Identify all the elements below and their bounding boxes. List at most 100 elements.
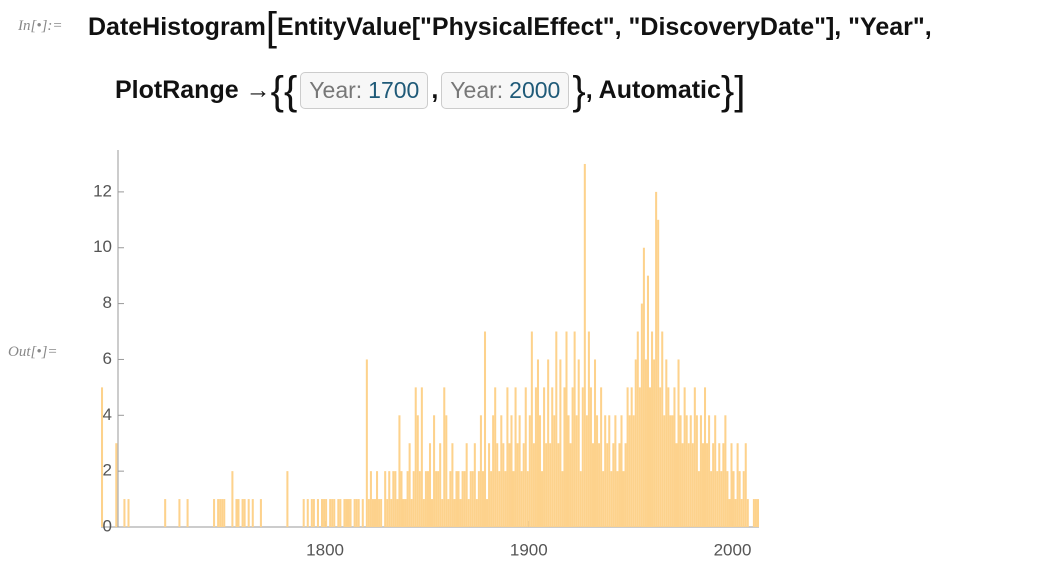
bar xyxy=(720,471,723,527)
bar xyxy=(673,387,676,527)
bar xyxy=(441,499,444,527)
bar xyxy=(486,499,489,527)
bar xyxy=(730,443,733,527)
bar xyxy=(286,471,289,527)
bar xyxy=(213,499,216,527)
bar xyxy=(371,499,374,527)
bar xyxy=(598,443,601,527)
bar xyxy=(724,415,727,527)
bar xyxy=(115,443,118,527)
bar xyxy=(347,499,350,527)
bar xyxy=(585,415,588,527)
bar xyxy=(483,331,487,527)
bar xyxy=(365,359,368,527)
bar xyxy=(646,275,649,527)
bar xyxy=(561,471,564,527)
bar xyxy=(451,443,454,527)
bar xyxy=(339,499,342,527)
bar xyxy=(573,331,576,527)
bar xyxy=(164,499,167,527)
bar xyxy=(455,471,458,527)
bar xyxy=(567,415,570,527)
bar xyxy=(394,471,397,527)
bar xyxy=(661,331,664,527)
bar xyxy=(524,387,527,527)
bar xyxy=(589,387,592,527)
bar xyxy=(437,471,440,527)
bar xyxy=(414,387,417,527)
bar xyxy=(412,471,415,527)
bar xyxy=(400,471,403,527)
bar xyxy=(408,443,411,527)
bar xyxy=(502,443,505,527)
bar xyxy=(514,387,517,527)
bar xyxy=(219,499,222,527)
bar xyxy=(235,499,238,527)
bar xyxy=(583,163,586,528)
bar xyxy=(496,443,499,527)
bar xyxy=(569,443,572,527)
bar xyxy=(422,499,425,527)
bar xyxy=(604,415,607,527)
bar xyxy=(349,499,352,527)
bar xyxy=(732,471,735,527)
bar xyxy=(677,359,680,527)
bar xyxy=(756,499,759,527)
bar xyxy=(500,415,503,527)
code-token: , Automatic xyxy=(585,76,721,104)
bar xyxy=(522,443,525,527)
bracket: ] xyxy=(734,68,746,113)
bar xyxy=(373,499,377,527)
bar xyxy=(734,499,737,527)
bar xyxy=(418,471,421,527)
bar xyxy=(398,415,401,527)
bar xyxy=(691,443,694,527)
bar xyxy=(532,443,535,527)
bar xyxy=(420,387,423,527)
bar xyxy=(439,443,442,527)
bar xyxy=(406,471,409,527)
quantity-chip[interactable]: Year: 1700 xyxy=(300,72,429,109)
bar xyxy=(410,499,413,527)
bar xyxy=(738,471,741,527)
code-token: DateHistogram xyxy=(88,12,266,41)
bar xyxy=(516,443,519,527)
bar xyxy=(217,499,220,527)
bar xyxy=(494,387,497,527)
bar xyxy=(716,471,719,527)
bar xyxy=(671,415,674,527)
bar xyxy=(695,415,698,527)
bar xyxy=(386,499,389,527)
bar xyxy=(740,499,743,527)
bar xyxy=(443,387,446,527)
bar xyxy=(518,415,521,527)
bar xyxy=(648,387,652,527)
bar xyxy=(528,415,531,527)
bar xyxy=(186,499,189,527)
chip-value: 1700 xyxy=(368,77,420,103)
bar xyxy=(369,471,372,527)
bar xyxy=(325,499,328,527)
bar xyxy=(703,387,707,527)
quantity-chip[interactable]: Year: 2000 xyxy=(441,72,570,109)
bar xyxy=(512,471,515,527)
bar xyxy=(591,443,594,527)
y-tick-label: 4 xyxy=(103,405,112,424)
bar xyxy=(390,499,393,527)
bar xyxy=(581,387,584,527)
code-token: EntityValue["PhysicalEffect", "Discovery… xyxy=(276,12,932,41)
bar xyxy=(321,499,324,527)
bar xyxy=(231,471,234,527)
bar xyxy=(718,443,721,527)
bar xyxy=(714,415,717,527)
bar xyxy=(310,499,313,527)
y-tick-label: 12 xyxy=(93,181,112,200)
chip-label: Year: xyxy=(309,77,363,103)
bar xyxy=(742,471,745,527)
bar xyxy=(722,443,725,527)
bar xyxy=(632,415,635,527)
bar xyxy=(579,471,582,527)
bar xyxy=(467,499,470,527)
bar xyxy=(345,499,348,527)
bar xyxy=(404,499,407,527)
